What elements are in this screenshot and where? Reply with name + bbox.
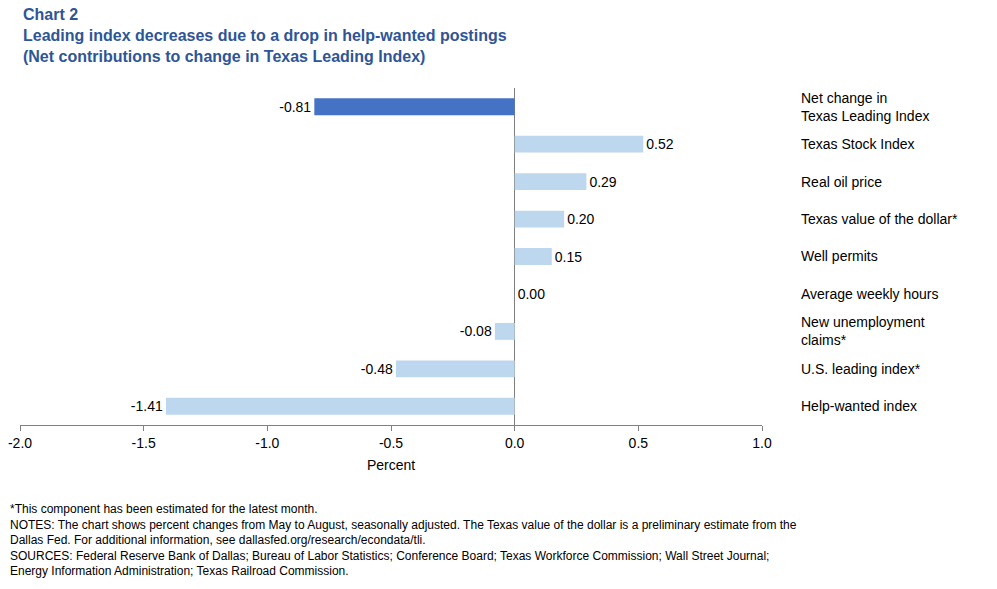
svg-text:0.00: 0.00 (518, 286, 545, 302)
svg-text:0.29: 0.29 (589, 174, 616, 190)
svg-text:-0.48: -0.48 (361, 361, 393, 377)
svg-text:Texas value of the dollar*: Texas value of the dollar* (801, 211, 958, 227)
svg-text:0.52: 0.52 (646, 136, 673, 152)
svg-text:Chart 2Leading index decreases: Chart 2Leading index decreases due to a … (23, 6, 507, 65)
svg-text:0.15: 0.15 (555, 249, 582, 265)
svg-text:Real oil price: Real oil price (801, 174, 882, 190)
svg-text:0.5: 0.5 (629, 435, 649, 451)
svg-text:Average weekly hours: Average weekly hours (801, 286, 938, 302)
svg-text:1.0: 1.0 (752, 435, 772, 451)
svg-text:*This component has been estim: *This component has been estimated for t… (10, 502, 797, 578)
svg-text:Well permits: Well permits (801, 248, 878, 264)
svg-text:Texas Stock Index: Texas Stock Index (801, 136, 915, 152)
svg-text:0.20: 0.20 (567, 211, 594, 227)
svg-text:-1.41: -1.41 (131, 398, 163, 414)
svg-text:U.S. leading index*: U.S. leading index* (801, 361, 921, 377)
svg-text:New unemploymentclaims*: New unemploymentclaims* (801, 314, 925, 348)
svg-text:-1.5: -1.5 (132, 435, 156, 451)
svg-text:-0.5: -0.5 (379, 435, 403, 451)
svg-text:-0.08: -0.08 (460, 323, 492, 339)
svg-text:-0.81: -0.81 (279, 99, 311, 115)
svg-text:-1.0: -1.0 (255, 435, 279, 451)
svg-text:Net change inTexas Leading Ind: Net change inTexas Leading Index (801, 90, 929, 124)
svg-text:-2.0: -2.0 (8, 435, 32, 451)
svg-text:Help-wanted index: Help-wanted index (801, 398, 917, 414)
svg-text:Percent: Percent (367, 457, 415, 473)
svg-text:0.0: 0.0 (505, 435, 525, 451)
